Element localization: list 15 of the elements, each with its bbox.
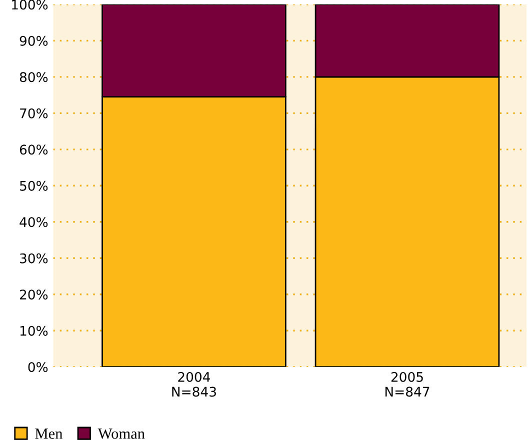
y-tick-label: 80% (20, 72, 48, 82)
y-tick-label: 50% (20, 180, 48, 191)
y-tick-label: 70% (20, 108, 48, 118)
y-tick-label: 10% (20, 326, 48, 336)
legend-label: Woman (98, 428, 145, 439)
y-tick-label: 60% (20, 144, 48, 155)
y-tick-label: 20% (20, 290, 48, 300)
legend-label: Men (35, 428, 62, 439)
y-tick-label: 40% (20, 217, 48, 228)
y-tick-label: 0% (28, 362, 48, 372)
x-tick-label: 2004 N=843 (172, 372, 216, 397)
y-tick-label: 100% (12, 0, 48, 10)
y-tick-label: 30% (20, 253, 48, 264)
x-tick-label: 2005 N=847 (385, 372, 430, 397)
y-tick-label: 90% (20, 36, 48, 46)
